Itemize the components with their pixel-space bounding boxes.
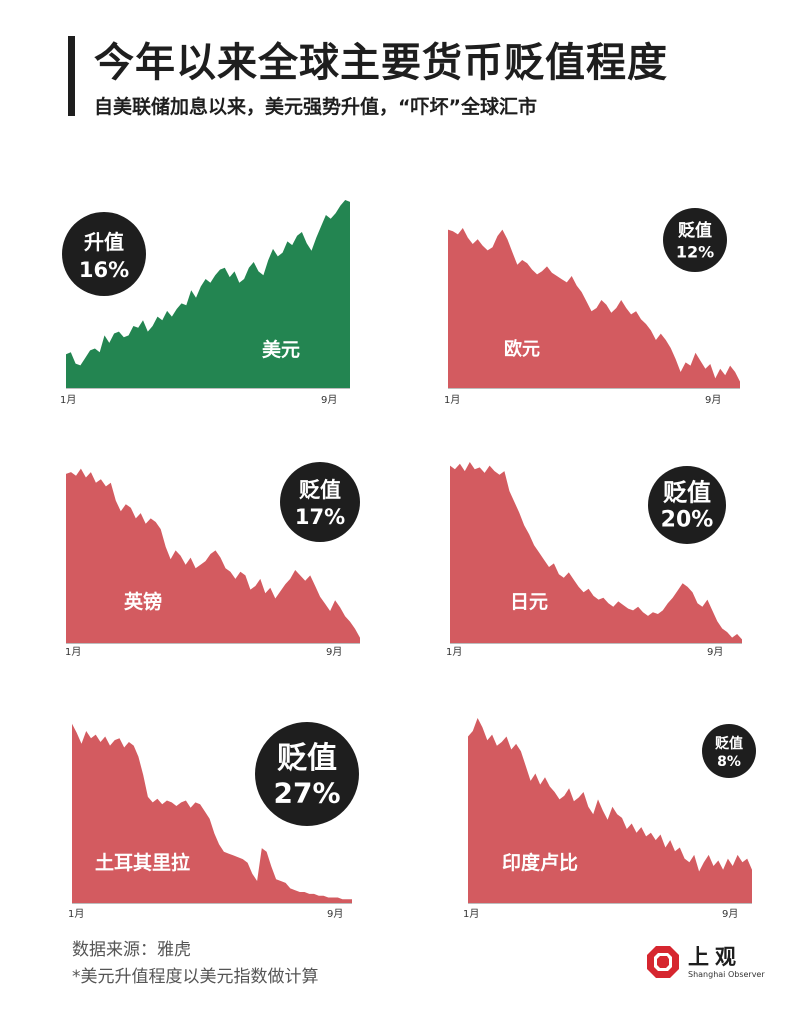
area-series [72,723,352,903]
change-badge [280,462,360,542]
chart-panel: 欧元 1月 9月 贬值 12% [444,208,740,406]
change-badge [663,208,727,272]
change-badge [62,212,146,296]
change-percent-label: 20% [661,507,714,532]
shanghai-observer-logo: 上观 Shanghai Observer [646,943,766,989]
x-tick-label: 1月 [68,908,84,920]
x-tick-label: 9月 [705,394,721,406]
x-tick-label: 1月 [463,908,479,920]
area-series [468,718,752,903]
title-accent-bar [68,36,75,116]
x-tick-label: 1月 [444,394,460,406]
change-badge [255,722,359,826]
chart-panel: 英镑 1月 9月 贬值 17% [65,462,360,658]
area-series [448,228,740,388]
change-direction-label: 贬值 [678,220,712,241]
change-direction-label: 贬值 [663,478,711,506]
change-direction-label: 贬值 [715,735,743,752]
page-subtitle: 自美联储加息以来，美元强势升值，“吓坏”全球汇市 [94,96,537,118]
x-tick-label: 1月 [60,394,76,406]
currency-label: 土耳其里拉 [95,851,190,874]
chart-panel: 美元 1月 9月 升值 16% [60,200,350,406]
change-percent-label: 27% [273,777,340,810]
change-percent-label: 8% [717,754,741,770]
x-tick-label: 9月 [321,394,337,406]
x-tick-label: 9月 [722,908,738,920]
change-percent-label: 12% [676,243,714,262]
logo-english-name: Shanghai Observer [688,970,765,979]
currency-label: 日元 [510,591,548,613]
calculation-note: *美元升值程度以美元指数做计算 [72,967,319,987]
data-source-note: 数据来源：雅虎 [72,940,191,960]
logo-mark-icon [647,946,679,978]
area-series [66,468,360,643]
logo-name: 上观 [688,945,742,969]
change-badge [648,466,726,544]
x-tick-label: 9月 [326,646,342,658]
x-tick-label: 1月 [446,646,462,658]
change-badge [702,724,756,778]
x-tick-label: 1月 [65,646,81,658]
chart-panel: 印度卢比 1月 9月 贬值 8% [463,718,756,920]
change-percent-label: 16% [79,258,129,282]
x-tick-label: 9月 [327,908,343,920]
x-tick-label: 9月 [707,646,723,658]
currency-label: 印度卢比 [502,851,578,874]
area-series [66,200,350,388]
currency-label: 欧元 [504,338,540,360]
change-percent-label: 17% [295,505,345,529]
currency-label: 美元 [262,338,300,361]
area-series [450,462,742,643]
change-direction-label: 贬值 [299,478,341,502]
page-title: 今年以来全球主要货币贬值程度 [94,40,668,86]
currency-label: 英镑 [124,590,162,613]
change-direction-label: 升值 [84,230,124,254]
change-direction-label: 贬值 [277,741,337,776]
